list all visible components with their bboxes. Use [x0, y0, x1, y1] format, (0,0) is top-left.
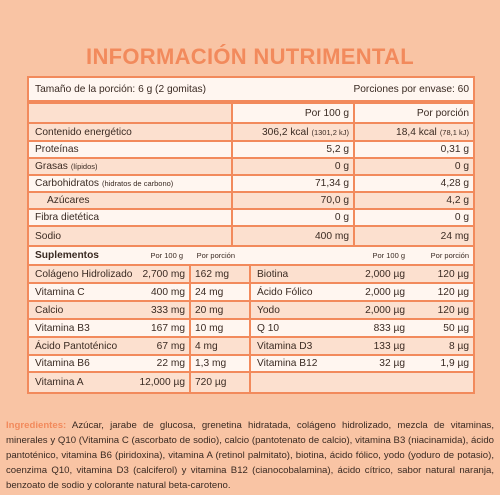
supp-empty-cell [251, 373, 473, 392]
servings-per-container: Porciones por envase: 60 [353, 83, 469, 95]
nutrient-portion: 24 mg [355, 227, 473, 245]
supp-left-portion: 1,3 mg [191, 356, 249, 371]
nutrient-per100-value: 0 g [334, 161, 349, 172]
ingredients-body: Azúcar, jarabe de glucosa, grenetina hid… [6, 420, 494, 491]
nutrient-portion-value: 18,4 kcal [396, 126, 437, 138]
supp-left-per100: 400 mg [137, 284, 189, 300]
nutrient-portion-value: 0 g [454, 161, 469, 172]
nutrient-portion: 0 g [355, 159, 473, 174]
nutrient-per100: 400 mg [233, 227, 353, 245]
nutrient-sublabel: (hidratos de carbono) [102, 179, 174, 188]
nutrient-name: Carbohidratos (hidratos de carbono) [29, 176, 231, 191]
supp-left-portion: 24 mg [191, 284, 249, 300]
nutrient-portion: 18,4 kcal (78,1 kJ) [355, 124, 473, 140]
supp-right-per100: 833 µg [349, 320, 409, 336]
supp-left-per100: 2,700 mg [137, 266, 189, 282]
supp-left-per100: 67 mg [137, 338, 189, 354]
nutrient-name: Fibra dietética [29, 210, 231, 225]
nutrient-per100: 5,2 g [233, 142, 353, 157]
nutrient-portion-value: 4,2 g [446, 195, 469, 206]
supp-right-portion: 120 µg [411, 266, 473, 282]
supp-left-per100: 167 mg [137, 320, 189, 336]
nutrient-portion: 0 g [355, 210, 473, 225]
supp-right-portion: 8 µg [411, 338, 473, 354]
supplements-title: Suplementos [35, 250, 99, 261]
supp-left-portion: 4 mg [191, 338, 249, 354]
nutrient-name: Grasas (lípidos) [29, 159, 231, 174]
supp-left-portion: 162 mg [191, 266, 249, 282]
page-title: INFORMACIÓN NUTRIMENTAL [86, 44, 414, 69]
supp-left-per100: 22 mg [137, 356, 189, 371]
supp-right-per100: 2,000 µg [349, 302, 409, 318]
header-per100: Por 100 g [233, 104, 353, 122]
supp-right-per100: 2,000 µg [349, 284, 409, 300]
supp-right-portion: 120 µg [411, 302, 473, 318]
nutrient-per100-value: 70,0 g [320, 195, 349, 206]
supp-right-portion: 120 µg [411, 284, 473, 300]
nutrient-label: Carbohidratos [35, 178, 99, 189]
nutrient-per100: 0 g [233, 159, 353, 174]
nutrient-per100-value: 71,34 g [315, 178, 349, 189]
supp-left-portion: 20 mg [191, 302, 249, 318]
nutrient-portion: 4,28 g [355, 176, 473, 191]
supp-right-portion: 50 µg [411, 320, 473, 336]
ingredients-label: Ingredientes: [6, 420, 67, 431]
nutrient-per100: 71,34 g [233, 176, 353, 191]
nutrient-portion-value: 0 g [454, 212, 469, 223]
nutrient-label: Contenido energético [35, 126, 132, 138]
nutrient-portion: 0,31 g [355, 142, 473, 157]
supp-right-per100: 2,000 µg [349, 266, 409, 282]
nutrient-portion-value: 0,31 g [440, 144, 469, 155]
nutrient-portion-value: 4,28 g [440, 178, 469, 189]
nutrient-name: Proteínas [29, 142, 231, 157]
ingredients-text: Ingredientes: Azúcar, jarabe de glucosa,… [6, 418, 494, 493]
nutrient-per100-value: 400 mg [315, 230, 349, 242]
nutrient-sublabel: (lípidos) [70, 162, 98, 171]
nutrient-label: Grasas [35, 161, 68, 172]
supp-left-header-per100: Por 100 g [150, 251, 183, 260]
nutrient-label: Fibra dietética [35, 212, 99, 223]
supp-right-header-portion: Por porción [430, 251, 469, 260]
nutrient-label: Azúcares [47, 195, 90, 206]
supp-right-per100: 133 µg [349, 338, 409, 354]
supp-left-per100: 333 mg [137, 302, 189, 318]
nutrient-per100: 0 g [233, 210, 353, 225]
supplements-header [29, 247, 473, 264]
supp-right-header-per100: Por 100 g [372, 251, 405, 260]
header-blank [29, 104, 231, 122]
supp-left-portion: 720 µg [191, 373, 249, 392]
header-per-portion: Por porción [355, 104, 473, 122]
supp-right-per100: 32 µg [349, 356, 409, 371]
supp-left-portion: 10 mg [191, 320, 249, 336]
supp-right-portion: 1,9 µg [411, 356, 473, 371]
supp-left-header-portion: Por porción [196, 251, 235, 260]
serving-size: Tamaño de la porción: 6 g (2 gomitas) [35, 83, 207, 95]
nutrient-portion-value: 24 mg [440, 230, 469, 242]
nutrient-per100: 70,0 g [233, 193, 353, 208]
nutrition-table: Tamaño de la porción: 6 g (2 gomitas) Po… [27, 76, 475, 394]
nutrient-per100-value: 0 g [334, 212, 349, 223]
nutrient-per100-value: 5,2 g [326, 144, 349, 155]
nutrient-label: Sodio [35, 230, 62, 242]
nutrient-name: Contenido energético [29, 124, 231, 140]
supp-left-per100: 12,000 µg [137, 373, 189, 392]
nutrient-per100-sub: (1301,2 kJ) [311, 127, 349, 137]
nutrient-portion-sub: (78,1 kJ) [439, 127, 469, 137]
nutrient-per100: 306,2 kcal (1301,2 kJ) [233, 124, 353, 140]
nutrient-label: Proteínas [35, 144, 79, 155]
nutrient-per100-value: 306,2 kcal [262, 126, 309, 138]
serving-row [29, 78, 473, 100]
nutrient-portion: 4,2 g [355, 193, 473, 208]
nutrient-name: Azúcares [29, 193, 231, 208]
nutrient-name: Sodio [29, 227, 231, 245]
